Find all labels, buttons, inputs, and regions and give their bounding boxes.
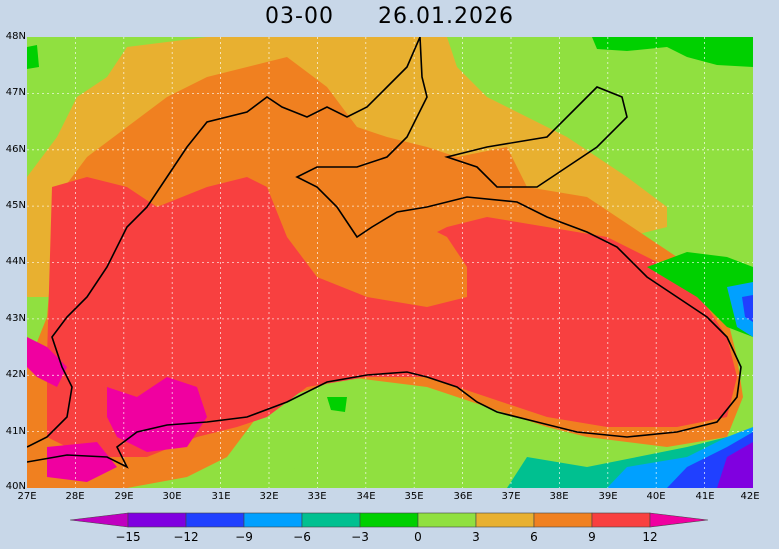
colorbar-cell [70,512,129,528]
colorbar-cell [243,512,303,528]
field-south-purple [717,442,753,488]
field-orange-tongue [267,177,467,307]
colorbar-label: 6 [530,530,538,544]
colorbar-label: 12 [642,530,658,544]
colorbar-cell [185,512,245,528]
lon-label: 40E [646,491,666,502]
colorbar-cell [359,512,419,528]
lon-label: 42E [740,491,760,502]
field-green-nw [27,45,39,69]
lon-label: 37E [501,491,521,502]
lon-label: 28E [65,491,85,502]
colorbar-cell [533,512,593,528]
lat-label: 42N [5,369,26,380]
field-green-ne [592,37,753,67]
field-magenta-2 [27,337,67,387]
title-date: 26.01.2026 [377,4,514,29]
title-time: 03-00 [265,4,334,29]
lat-label: 44N [5,256,26,267]
colorbar-cell [649,512,709,528]
colorbar-cell [127,512,187,528]
colorbar-label: −6 [293,530,311,544]
colorbar-label: 3 [472,530,480,544]
lon-label: 30E [162,491,182,502]
colorbar-label: −12 [173,530,199,544]
lon-label: 32E [259,491,279,502]
lon-label: 29E [114,491,134,502]
lat-label: 41N [5,426,26,437]
temperature-map [27,37,753,488]
lon-label: 36E [453,491,473,502]
field-red [47,177,737,457]
colorbar-cell [301,512,361,528]
field-magenta-3 [47,442,117,482]
lon-label: 38E [549,491,569,502]
field-magenta-1 [107,377,207,452]
colorbar-label: 9 [588,530,596,544]
lon-label: 33E [307,491,327,502]
lat-label: 43N [5,313,26,324]
lon-label: 41E [695,491,715,502]
field-east-blue [742,295,753,322]
lat-label: 47N [5,87,26,98]
lat-label: 40N [5,481,26,492]
colorbar-label: −15 [115,530,141,544]
lon-label: 39E [598,491,618,502]
lat-label: 45N [5,200,26,211]
colorbar-cell [475,512,535,528]
colorbar-label: 0 [414,530,422,544]
lon-label: 31E [211,491,231,502]
grid-lines [27,37,753,488]
field-east-cyan [727,282,753,337]
map-title: 03-00 26.01.2026 [0,4,779,29]
field-sw-green [327,397,347,412]
lon-label: 27E [17,491,37,502]
lon-label: 35E [404,491,424,502]
colorbar-label: −3 [351,530,369,544]
field-east-green [647,252,753,337]
lat-label: 46N [5,144,26,155]
colorbar-cell [591,512,651,528]
colorbar [70,512,709,528]
coastline [27,37,742,469]
lat-label: 48N [5,31,26,42]
colorbar-cell [417,512,477,528]
colorbar-label: −9 [235,530,253,544]
lon-label: 34E [356,491,376,502]
